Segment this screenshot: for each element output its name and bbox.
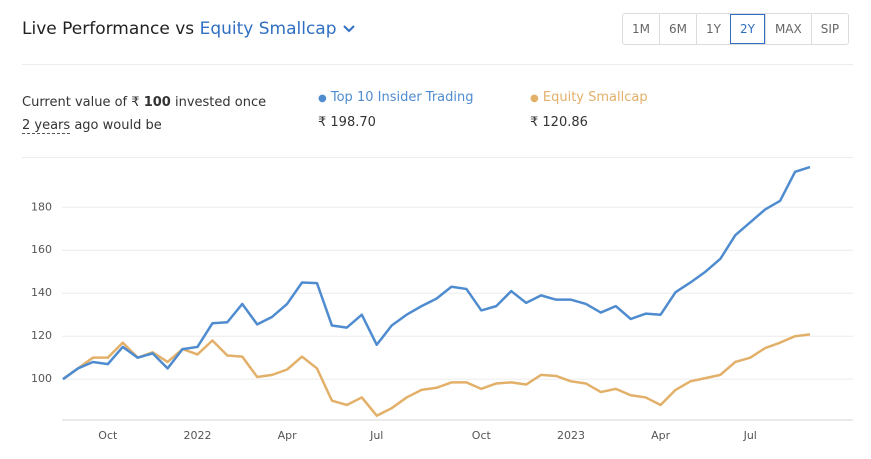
title: Live Performance vs bbox=[22, 19, 195, 39]
period-button[interactable]: 1Y bbox=[696, 14, 730, 44]
y-tick-label: 120 bbox=[31, 329, 52, 342]
legend-value: ₹ 198.70 bbox=[318, 115, 376, 130]
amount: 100 bbox=[143, 95, 171, 110]
period-button[interactable]: SIP bbox=[810, 14, 848, 44]
period-button[interactable]: 2Y bbox=[729, 14, 765, 44]
chart: 100 120 140 160 180 Oct 2022 Apr Jul Oct 2023 Apr Ju… bbox=[31, 165, 853, 442]
legend-name: Top 10 Insider Trading bbox=[330, 90, 474, 105]
y-tick-label: 100 bbox=[31, 372, 52, 385]
period-button[interactable]: 1M bbox=[632, 22, 650, 36]
y-tick-label: 180 bbox=[31, 200, 52, 213]
y-tick-label: 160 bbox=[31, 243, 52, 256]
legend-dot: ● bbox=[530, 93, 539, 104]
x-tick-label: Oct bbox=[98, 429, 118, 442]
legend-entry: ● Equity Smallcap ₹ 120.86 bbox=[530, 86, 648, 135]
legend-name: Equity Smallcap bbox=[542, 90, 648, 105]
summary-suffix: invested once bbox=[174, 95, 267, 110]
period[interactable]: 2 years bbox=[22, 118, 71, 134]
legend-value: ₹ 120.86 bbox=[530, 115, 588, 130]
legend-dot: ● bbox=[318, 93, 327, 104]
x-tick-label: Apr bbox=[278, 429, 298, 442]
benchmark-dropdown[interactable]: Equity Smallcap bbox=[200, 19, 356, 39]
period-button[interactable]: 6M bbox=[659, 14, 696, 44]
x-tick-label: Jul bbox=[743, 429, 757, 442]
x-tick-label: 2023 bbox=[557, 429, 585, 442]
summary-tail: ago would be bbox=[74, 118, 162, 133]
legend-name-row: ● Equity Smallcap bbox=[530, 86, 648, 111]
legend-name-row: ● Top 10 Insider Trading bbox=[318, 86, 474, 111]
summary: Current value of ₹ 100 invested once 2 ye… bbox=[22, 91, 266, 137]
series-line bbox=[62, 165, 811, 381]
header: Live Performance vs Equity Smallcap bbox=[22, 19, 356, 39]
x-tick-label: Oct bbox=[472, 429, 492, 442]
legend-entry: ● Top 10 Insider Trading ₹ 198.70 bbox=[318, 86, 474, 135]
y-tick-label: 140 bbox=[31, 286, 52, 299]
divider bbox=[22, 157, 853, 158]
x-tick-label: Jul bbox=[369, 429, 383, 442]
x-tick-label: Apr bbox=[651, 429, 671, 442]
x-tick-label: 2022 bbox=[183, 429, 211, 442]
period-selector: 1M 6M 1Y 2Y MAX SIP bbox=[622, 13, 850, 45]
period-button[interactable]: MAX bbox=[764, 14, 811, 44]
summary-prefix: Current value of ₹ bbox=[22, 95, 140, 110]
chevron bbox=[343, 25, 355, 33]
divider bbox=[22, 64, 853, 65]
series-line bbox=[62, 333, 811, 417]
benchmark: Equity Smallcap bbox=[199, 19, 337, 39]
